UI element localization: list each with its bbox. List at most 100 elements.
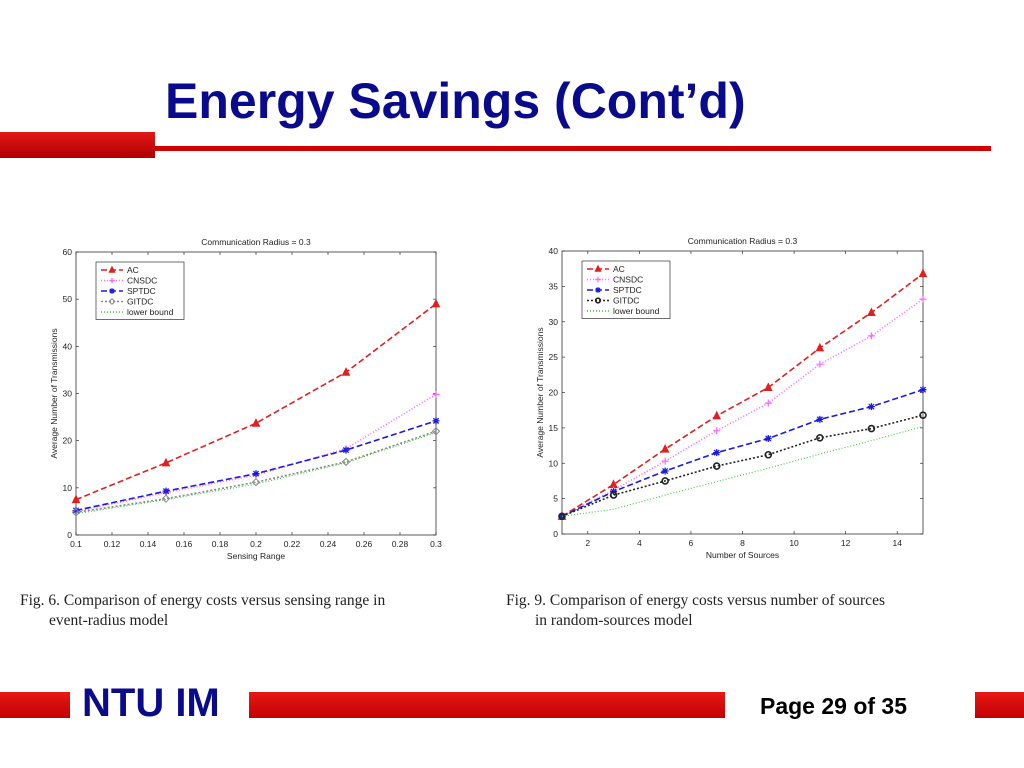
data-point [162,487,170,495]
data-point [431,298,441,308]
series-lower-bound [561,425,924,517]
y-tick-label: 40 [63,341,73,351]
data-point [713,449,721,457]
data-point [109,288,115,294]
caption-line: in random-sources model [535,612,693,629]
data-point [341,367,351,376]
series-line [75,432,437,515]
data-point [594,297,602,304]
data-point [919,411,927,419]
series-sptdc [558,386,927,520]
data-point [251,477,261,487]
data-point [867,332,875,340]
title-accent-bar [0,132,155,158]
data-point [72,506,80,514]
data-point [867,307,876,317]
figure-caption-6: Fig. 6. Comparison of energy costs versu… [20,591,490,631]
data-point [661,467,669,475]
x-tick-label: 0.24 [320,539,337,549]
series-gitdc [558,411,927,521]
y-tick-label: 60 [63,247,73,257]
x-tick-label: 2 [585,538,590,548]
x-tick-label: 0.3 [430,539,442,549]
data-point [764,399,772,407]
data-point [341,457,351,467]
legend-label: lower bound [613,306,660,316]
data-point [251,418,261,427]
x-tick-label: 10 [789,538,799,548]
x-tick-label: 0.22 [284,539,301,549]
title-underline [155,146,991,151]
data-point [609,479,618,488]
data-point [816,433,824,442]
series-line [75,430,437,514]
y-tick-label: 40 [549,246,559,256]
data-point [661,477,669,485]
series-line [561,298,924,518]
series-ac [557,268,928,520]
legend-label: GITDC [613,296,639,306]
figure-caption-9: Fig. 9. Comparison of energy costs versu… [506,591,986,631]
x-tick-label: 12 [841,538,851,548]
y-tick-label: 15 [549,423,559,433]
caption-line: event-radius model [49,612,169,629]
x-tick-label: 8 [740,538,745,548]
data-point [816,415,824,423]
legend-label: SPTDC [127,286,156,296]
series-lower-bound [75,432,437,515]
data-point [594,264,602,272]
page-number: Page 29 of 35 [760,693,908,719]
series-ac [71,298,441,504]
footer-bar-right [975,692,1024,718]
x-tick-label: 0.1 [70,539,82,549]
series-cnsdc [72,390,440,515]
data-point [816,360,824,368]
x-tick-label: 0.12 [104,539,121,549]
data-point [558,512,566,520]
legend-label: AC [613,264,625,274]
y-tick-label: 20 [549,388,559,398]
chart-title: Communication Radius = 0.3 [688,236,798,246]
data-point [109,277,115,284]
series-line [75,393,437,513]
data-point [595,276,601,283]
data-point [431,427,441,436]
data-point [342,446,350,454]
series-line [561,388,924,518]
y-tick-label: 35 [549,281,559,291]
data-point [867,424,876,433]
x-tick-label: 0.28 [392,539,409,549]
footer-bar-middle [249,692,725,718]
y-tick-label: 30 [549,317,559,327]
slide-title: Energy Savings (Cont’d) [165,73,746,129]
data-point [432,417,440,425]
data-point [609,491,618,499]
series-line [561,273,924,517]
series-sptdc [72,417,440,514]
x-tick-label: 14 [892,538,902,548]
data-point [161,494,171,503]
x-tick-label: 0.26 [356,539,373,549]
legend-label: CNSDC [613,275,643,285]
x-tick-label: 0.2 [250,539,262,549]
data-point [764,450,773,459]
data-point [252,470,260,478]
data-point [918,268,928,278]
data-point [919,386,927,394]
y-axis-label: Average Number of Transmissions [535,327,545,457]
data-point [108,265,116,273]
y-tick-label: 5 [553,494,558,504]
chart-energy-vs-sources: Communication Radius = 0.3 2 4 6 8 10 12 14 0 5 10… [535,236,928,560]
chart-title: Communication Radius = 0.3 [201,237,311,247]
data-point [867,403,875,411]
y-tick-label: 10 [549,458,559,468]
y-tick-label: 10 [63,483,73,493]
data-point [712,410,722,420]
x-tick-label: 0.14 [140,539,157,549]
y-tick-label: 0 [67,530,72,540]
series-line [561,425,924,517]
legend-label: AC [127,265,139,275]
x-tick-label: 0.16 [176,539,193,549]
